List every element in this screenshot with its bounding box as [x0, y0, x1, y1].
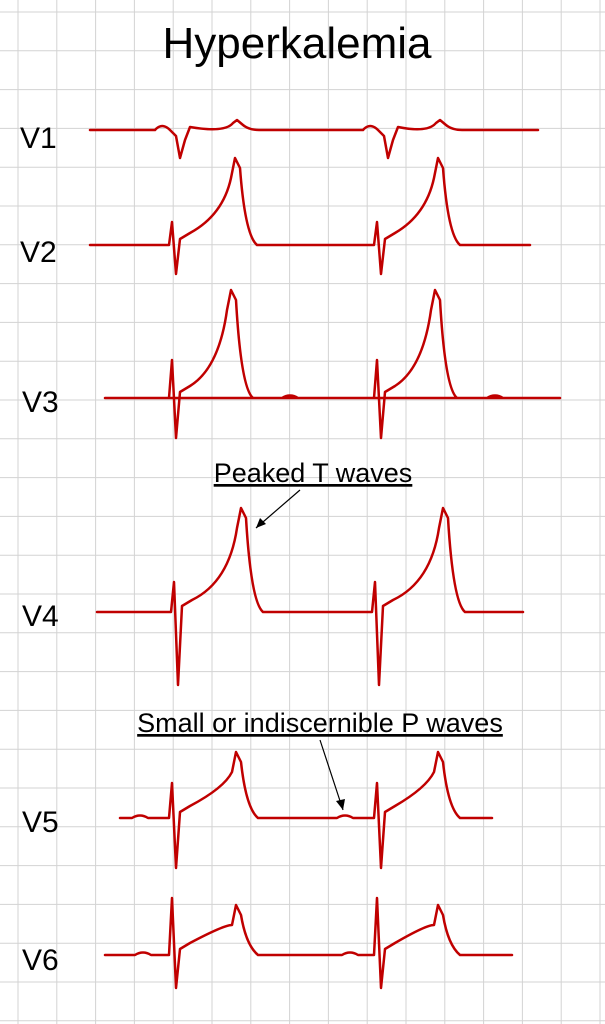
ecg-trace — [118, 750, 494, 870]
lead-label: V1 — [20, 122, 57, 155]
ecg-trace — [88, 156, 532, 276]
arrow — [319, 739, 345, 811]
ecg-trace — [88, 118, 540, 160]
title: Hyperkalemia — [163, 19, 433, 68]
lead-label: V5 — [22, 806, 59, 839]
arrow — [255, 489, 301, 529]
lead-label: V3 — [22, 386, 59, 419]
annotation: Small or indiscernible P waves — [137, 708, 503, 738]
ecg-trace — [103, 288, 562, 440]
annotation: Peaked T waves — [214, 458, 413, 488]
traces — [88, 118, 562, 990]
lead-label: V6 — [22, 944, 59, 977]
ecg-trace — [95, 506, 525, 687]
ecg-trace — [103, 896, 514, 990]
lead-label: V2 — [20, 236, 57, 269]
lead-label: V4 — [22, 600, 59, 633]
